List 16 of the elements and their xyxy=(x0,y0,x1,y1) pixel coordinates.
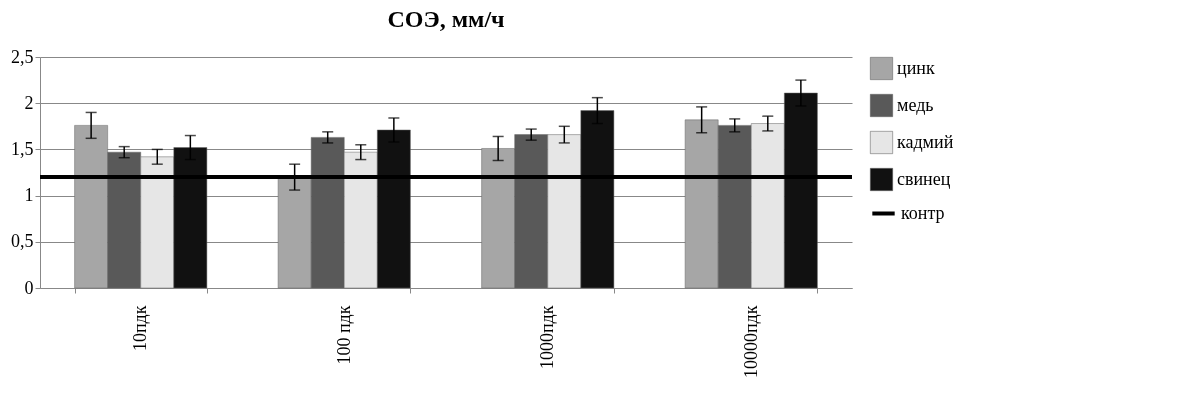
y-tick-label: 0,5 xyxy=(11,231,34,252)
x-tick-label: 10000пдк xyxy=(740,305,761,379)
legend-label: свинец xyxy=(897,168,951,189)
x-tick-label: 10пдк xyxy=(130,305,151,352)
y-tick-label: 2 xyxy=(24,92,34,113)
y-tick-label: 1 xyxy=(24,185,34,206)
chart-title: СОЭ, мм/ч xyxy=(387,6,505,32)
legend-label: медь xyxy=(897,94,934,115)
legend-label: контр xyxy=(901,202,945,223)
y-tick-label: 1,5 xyxy=(11,138,34,159)
x-tick-label: 100 пдк xyxy=(333,305,354,365)
x-tick-label: 1000пдк xyxy=(537,305,558,370)
y-tick-label: 0 xyxy=(24,277,34,298)
legend-label: кадмий xyxy=(897,131,954,152)
y-tick-label: 2,5 xyxy=(11,46,34,67)
legend-label: цинк xyxy=(897,57,935,78)
